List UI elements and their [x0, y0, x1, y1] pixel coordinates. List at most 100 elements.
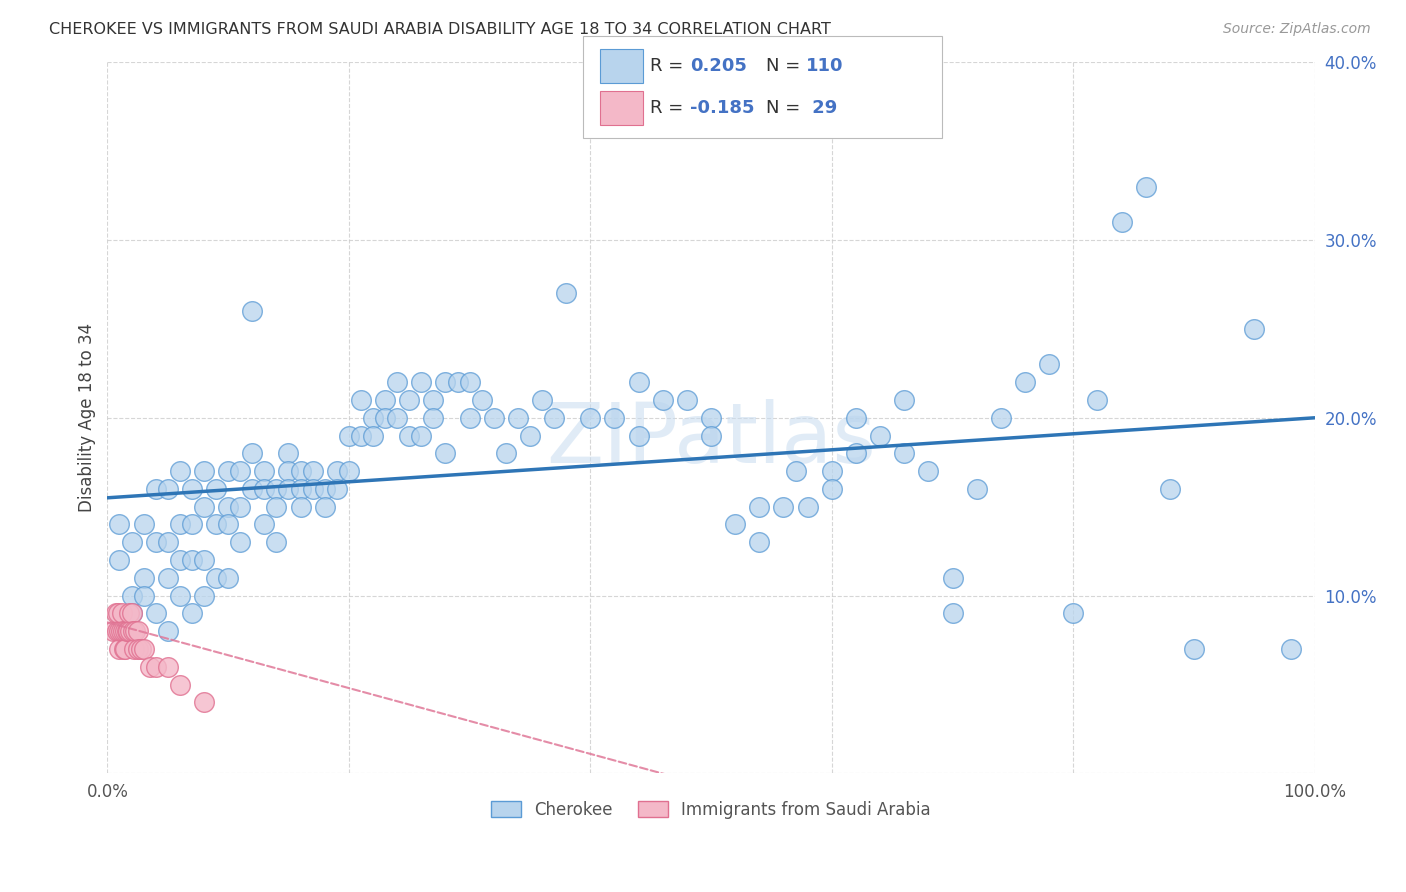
- Point: [120, 624, 142, 639]
- Point: [1182, 642, 1205, 657]
- Text: -0.185: -0.185: [690, 99, 755, 117]
- Point: [108, 624, 131, 639]
- Point: [229, 464, 252, 478]
- Text: N =: N =: [766, 57, 806, 75]
- Point: [145, 535, 167, 549]
- Point: [145, 482, 167, 496]
- Point: [411, 428, 433, 442]
- Point: [519, 428, 541, 442]
- Point: [217, 571, 239, 585]
- Point: [1062, 607, 1084, 621]
- Point: [107, 607, 129, 621]
- Point: [326, 464, 349, 478]
- Point: [748, 535, 770, 549]
- Point: [193, 500, 215, 514]
- Point: [627, 375, 650, 389]
- Point: [156, 482, 179, 496]
- Point: [434, 375, 457, 389]
- Point: [434, 446, 457, 460]
- Text: R =: R =: [650, 57, 689, 75]
- Point: [893, 392, 915, 407]
- Point: [112, 642, 135, 657]
- Point: [422, 392, 444, 407]
- Point: [374, 410, 396, 425]
- Point: [121, 589, 143, 603]
- Point: [122, 642, 145, 657]
- Point: [301, 464, 323, 478]
- Point: [193, 553, 215, 567]
- Point: [724, 517, 747, 532]
- Point: [845, 410, 868, 425]
- Point: [156, 659, 179, 673]
- Text: ZIPatlas: ZIPatlas: [546, 399, 876, 480]
- Point: [385, 375, 408, 389]
- Point: [1243, 322, 1265, 336]
- Point: [193, 695, 215, 709]
- Point: [205, 517, 228, 532]
- Point: [240, 304, 263, 318]
- Point: [121, 624, 143, 639]
- Point: [229, 535, 252, 549]
- Point: [124, 624, 146, 639]
- Point: [266, 500, 288, 514]
- Point: [290, 500, 312, 514]
- Point: [253, 482, 276, 496]
- Point: [1111, 215, 1133, 229]
- Point: [114, 642, 136, 657]
- Point: [240, 446, 263, 460]
- Point: [108, 642, 131, 657]
- Point: [104, 607, 127, 621]
- Point: [138, 659, 160, 673]
- Text: N =: N =: [766, 99, 806, 117]
- Point: [422, 410, 444, 425]
- Point: [785, 464, 807, 478]
- Point: [121, 607, 143, 621]
- Point: [314, 500, 336, 514]
- Text: Source: ZipAtlas.com: Source: ZipAtlas.com: [1223, 22, 1371, 37]
- Point: [169, 464, 191, 478]
- Text: CHEROKEE VS IMMIGRANTS FROM SAUDI ARABIA DISABILITY AGE 18 TO 34 CORRELATION CHA: CHEROKEE VS IMMIGRANTS FROM SAUDI ARABIA…: [49, 22, 831, 37]
- Point: [253, 517, 276, 532]
- Point: [121, 535, 143, 549]
- Point: [114, 624, 136, 639]
- Point: [115, 624, 138, 639]
- Point: [111, 607, 134, 621]
- Point: [217, 464, 239, 478]
- Point: [579, 410, 602, 425]
- Point: [132, 642, 155, 657]
- Point: [1087, 392, 1109, 407]
- Text: R =: R =: [650, 99, 689, 117]
- Point: [180, 517, 202, 532]
- Point: [127, 624, 149, 639]
- Point: [121, 607, 143, 621]
- Point: [103, 624, 125, 639]
- Point: [350, 392, 373, 407]
- Point: [129, 642, 152, 657]
- Point: [277, 482, 299, 496]
- Point: [145, 607, 167, 621]
- Point: [361, 428, 384, 442]
- Point: [117, 624, 139, 639]
- Point: [132, 571, 155, 585]
- Point: [156, 535, 179, 549]
- Point: [277, 446, 299, 460]
- Point: [180, 607, 202, 621]
- Point: [127, 642, 149, 657]
- Point: [482, 410, 505, 425]
- Point: [110, 624, 132, 639]
- Point: [169, 677, 191, 691]
- Point: [290, 464, 312, 478]
- Point: [385, 410, 408, 425]
- Point: [941, 607, 963, 621]
- Point: [555, 286, 578, 301]
- Point: [193, 589, 215, 603]
- Point: [676, 392, 699, 407]
- Point: [845, 446, 868, 460]
- Point: [337, 428, 360, 442]
- Point: [193, 464, 215, 478]
- Point: [132, 517, 155, 532]
- Point: [301, 482, 323, 496]
- Y-axis label: Disability Age 18 to 34: Disability Age 18 to 34: [79, 323, 96, 512]
- Point: [350, 428, 373, 442]
- Point: [112, 624, 135, 639]
